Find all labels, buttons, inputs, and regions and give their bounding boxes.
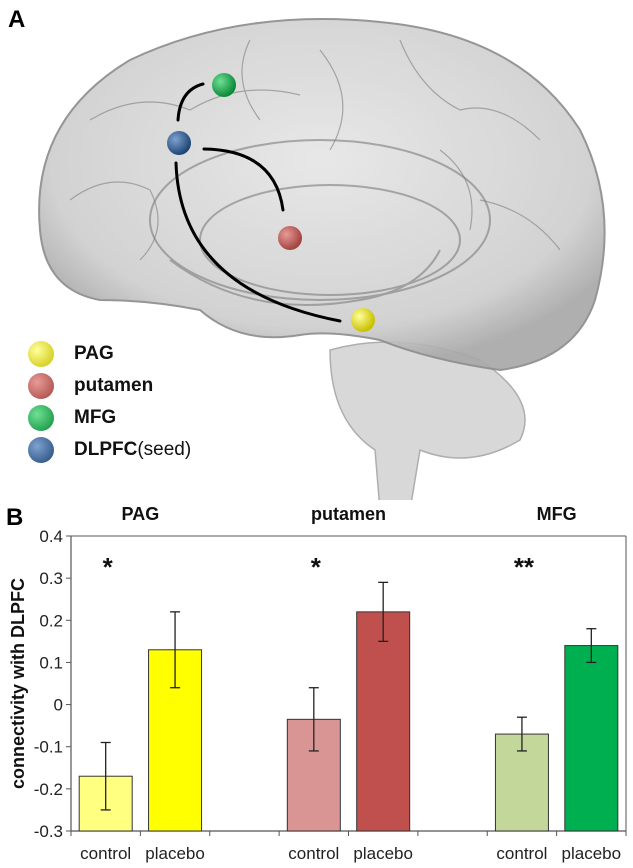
legend-label: PAG: [74, 343, 114, 364]
panel-b-label: B: [6, 504, 24, 531]
y-tick-label: 0.3: [39, 569, 63, 588]
legend-label: putamen: [74, 375, 154, 396]
group-title: MFG: [537, 504, 577, 524]
x-category-label: placebo: [562, 844, 622, 863]
region-legend: PAG putamen MFG DLPFC (seed): [28, 338, 191, 466]
mfg-dot-icon: [28, 405, 54, 431]
putamen-dot-icon: [28, 373, 54, 399]
x-category-label: control: [496, 844, 547, 863]
brain-illustration: [38, 18, 606, 500]
group-title: putamen: [311, 504, 386, 524]
legend-item-dlpfc: DLPFC (seed): [28, 434, 191, 466]
legend-item-putamen: putamen: [28, 370, 191, 402]
x-category-label: placebo: [353, 844, 413, 863]
bar-MFG-placebo: [564, 645, 619, 832]
y-axis-label: connectivity with DLPFC: [8, 578, 28, 789]
dlpfc-node: [167, 131, 191, 155]
y-tick-label: -0.2: [34, 780, 63, 799]
y-tick-label: 0: [54, 696, 63, 715]
x-category-label: control: [80, 844, 131, 863]
group-title: PAG: [122, 504, 160, 524]
legend-label: MFG: [74, 407, 117, 428]
legend-item-pag: PAG: [28, 338, 191, 370]
legend-label: DLPFC: [74, 439, 138, 460]
connectivity-bar-chart: 0.4 0.3 0.2 0.1 0 -0.1 -0.2 -0.3 connectivity wi…: [8, 504, 627, 863]
x-category-label: control: [288, 844, 339, 863]
y-tick-label: 0.1: [39, 653, 63, 672]
bar-putamen-placebo: [356, 611, 411, 832]
panel-a-label: A: [8, 6, 26, 33]
y-tick-label: 0.4: [39, 527, 63, 546]
significance-marker: *: [311, 552, 322, 582]
legend-label-extra: (seed): [137, 439, 192, 460]
significance-marker: *: [103, 552, 114, 582]
y-tick-label: -0.3: [34, 822, 63, 841]
y-tick-label: -0.1: [34, 738, 63, 757]
mfg-node: [212, 73, 236, 97]
significance-marker: **: [514, 552, 535, 582]
dlpfc-dot-icon: [28, 437, 54, 463]
legend-item-mfg: MFG: [28, 402, 191, 434]
x-category-label: placebo: [145, 844, 205, 863]
pag-dot-icon: [28, 341, 54, 367]
y-tick-label: 0.2: [39, 611, 63, 630]
pag-node: [351, 308, 375, 332]
putamen-node: [278, 226, 302, 250]
